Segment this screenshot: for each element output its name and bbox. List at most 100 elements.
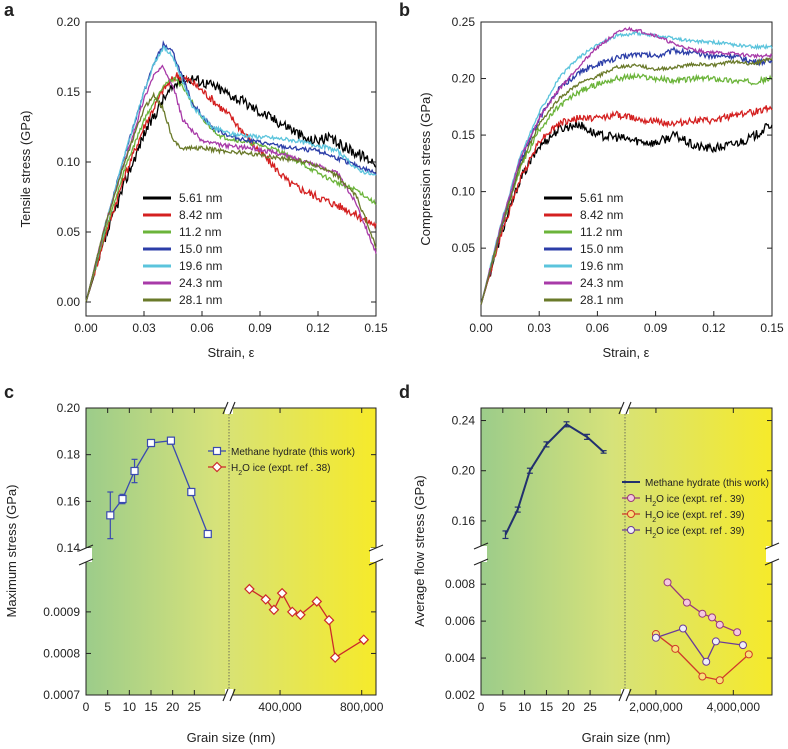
- series-line-11-2-nm: [85, 76, 377, 303]
- legend-label: 11.2 nm: [179, 225, 221, 239]
- data-point: [203, 529, 212, 539]
- legend-label: H2O ice (expt. ref . 39): [645, 526, 745, 540]
- axis-break-mark: [473, 542, 489, 550]
- data-point: [733, 628, 742, 637]
- series-line-19-6-nm: [480, 30, 773, 305]
- y-tick-label: 0.16: [57, 494, 81, 508]
- series-line-5-61-nm: [85, 75, 377, 303]
- panel-label-a: a: [4, 0, 15, 20]
- legend-label: 28.1 nm: [580, 293, 623, 307]
- panel-d-ticks-layer: 0 5 10 15 20 25 2,000,000 4,000,000 0.16 0.20 0.24…: [445, 408, 772, 714]
- axis-break-gap: [80, 548, 92, 562]
- data-point: [187, 487, 196, 497]
- legend-label-subscript: 2: [652, 533, 656, 540]
- legend-label-part: H: [231, 463, 238, 474]
- legend-marker: [627, 510, 635, 518]
- data-point: [244, 583, 255, 595]
- x-tick-label: 25: [188, 700, 202, 714]
- y-tick-label: 0.05: [57, 225, 81, 239]
- axis-break-mark: [764, 558, 780, 566]
- y-tick-label: 0.004: [445, 651, 475, 665]
- data-point: [698, 672, 707, 681]
- legend-label: 15.0 nm: [179, 242, 222, 256]
- x-tick-label: 0.09: [248, 321, 272, 335]
- axis-break-mark: [229, 401, 236, 415]
- panel-a-ylabel: Tensile stress (GPa): [18, 110, 33, 227]
- panel-letters: a b c d: [4, 0, 410, 402]
- x-tick-label: 0.06: [586, 321, 610, 335]
- legend-label-part: O ice (expt. ref . 39): [656, 526, 744, 537]
- panel-b-chart: 0.00 0.03 0.06 0.09 0.12 0.15 0.05 0.10 0.15 0.20…: [418, 15, 784, 360]
- data-point: [323, 614, 335, 626]
- legend-label: 28.1 nm: [179, 293, 222, 307]
- data-point: [106, 511, 115, 520]
- panel-a-xlabel: Strain, ε: [208, 345, 255, 360]
- x-tick-label: 0.15: [364, 321, 388, 335]
- panel-a-chart: 0.00 0.03 0.06 0.09 0.12 0.15 0.00 0.05 0.10 0.15…: [18, 15, 388, 360]
- series-line-24-3-nm: [480, 26, 773, 305]
- y-tick-label: 0.25: [452, 15, 476, 29]
- x-tick-label: 10: [123, 700, 137, 714]
- legend-label: H2O ice (expt. ref . 38): [231, 463, 331, 477]
- legend-label: Methane hydrate (this work): [645, 478, 769, 489]
- series-line-8-42-nm: [85, 72, 377, 303]
- data-point: [679, 624, 688, 633]
- panel-label-b: b: [399, 0, 410, 20]
- x-tick-label: 2,000,000: [629, 700, 683, 714]
- x-tick-label: 0.12: [306, 321, 330, 335]
- x-tick-label: 20: [166, 700, 180, 714]
- data-point: [671, 644, 680, 653]
- panel-d-background: [481, 408, 772, 695]
- panel-a-frame: [85, 21, 377, 317]
- panel-d-ylabel: Average flow stress (GPa): [412, 475, 427, 626]
- data-point: [295, 609, 306, 621]
- panel-a-legend: 5.61 nm 8.42 nm 11.2 nm 15.0 nm 19.6 nm 24.3 …: [143, 191, 222, 307]
- x-tick-label: 5: [104, 700, 111, 714]
- panel-label-d: d: [399, 382, 410, 402]
- legend-label: 15.0 nm: [580, 242, 623, 256]
- data-point: [651, 633, 660, 642]
- y-tick-label: 0.05: [452, 241, 476, 255]
- panel-d-xlabel: Grain size (nm): [582, 730, 671, 745]
- y-tick-label: 0.10: [452, 185, 476, 199]
- x-tick-label: 0: [83, 700, 90, 714]
- axis-break-gap: [766, 546, 778, 562]
- series-line-28-1-nm: [480, 57, 773, 305]
- panel-c-ylabel: Maximum stress (GPa): [4, 485, 19, 618]
- panel-d-axis-breaks: [473, 401, 780, 702]
- data-point: [329, 652, 341, 663]
- x-tick-label: 0.00: [469, 321, 493, 335]
- data-point: [286, 606, 298, 618]
- x-tick-label: 0: [478, 700, 485, 714]
- x-tick-label: 0.03: [528, 321, 552, 335]
- y-tick-label: 0.15: [57, 85, 81, 99]
- data-point: [702, 657, 711, 666]
- panel-a-series-layer: [85, 40, 377, 303]
- panel-d-chart: 0 5 10 15 20 25 2,000,000 4,000,000 0.16 0.20 0.24…: [412, 401, 780, 745]
- series-line-8-42-nm: [480, 105, 773, 305]
- data-point: [744, 650, 753, 659]
- legend-label: 5.61 nm: [580, 191, 623, 205]
- legend-label: 8.42 nm: [580, 208, 623, 222]
- axis-break-mark: [222, 688, 229, 702]
- axis-break-mark: [618, 401, 625, 415]
- legend-label-part: H: [645, 510, 652, 521]
- legend-marker: [627, 526, 635, 534]
- axis-break-gap: [370, 548, 382, 562]
- panel-c-background: [86, 408, 376, 695]
- series-line-19-6-nm: [85, 45, 377, 303]
- legend-label: 11.2 nm: [580, 225, 622, 239]
- y-tick-label: 0.0007: [43, 688, 80, 702]
- y-tick-label: 0.20: [452, 72, 476, 86]
- series-line: [249, 588, 365, 659]
- data-point: [715, 620, 724, 629]
- axis-break-mark: [618, 688, 625, 702]
- axis-break-gap: [621, 689, 629, 701]
- y-tick-label: 0.0009: [43, 605, 80, 619]
- series-line-15-0-nm: [480, 46, 773, 305]
- y-tick-label: 0.00: [57, 295, 81, 309]
- data-point: [166, 436, 176, 445]
- axis-break-mark: [764, 542, 780, 550]
- legend-label: 5.61 nm: [179, 191, 222, 205]
- axis-break-mark: [222, 401, 229, 415]
